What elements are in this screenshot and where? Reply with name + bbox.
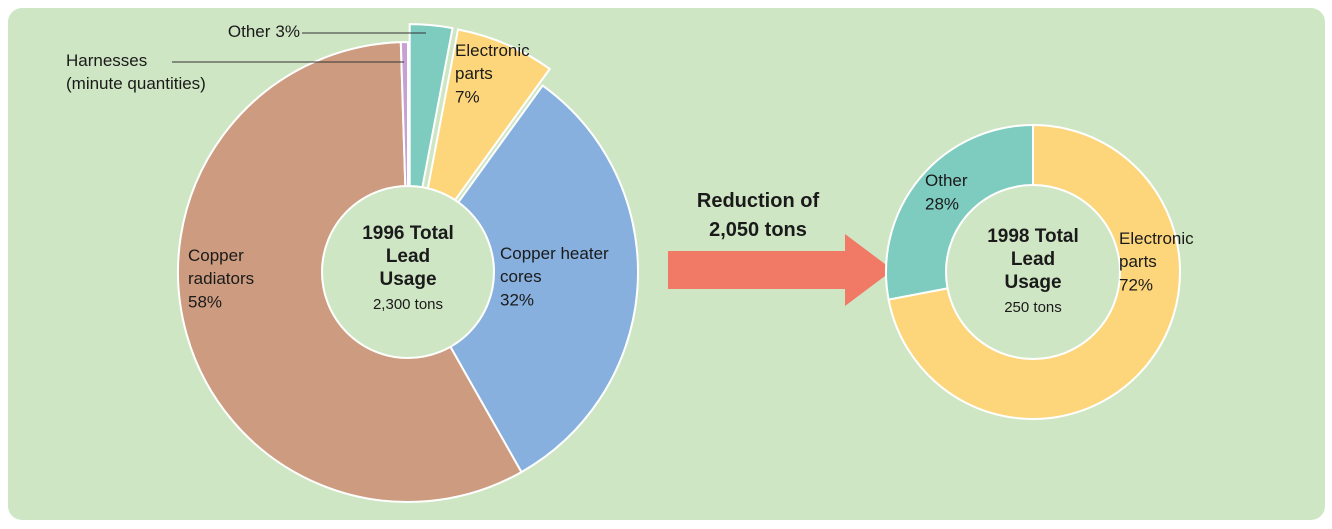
slice-value: 28% <box>925 194 959 213</box>
center-title: 1996 Total Lead Usage <box>362 223 454 290</box>
slice-value: 72% <box>1119 275 1153 294</box>
center-subtitle: 250 tons <box>1004 299 1062 316</box>
donut-hole <box>945 184 1121 360</box>
center-subtitle: 2,300 tons <box>373 296 443 313</box>
pie-slice <box>406 84 639 474</box>
slice-label: Copper radiators <box>188 246 254 288</box>
slice-value: 32% <box>500 290 534 309</box>
slice-value: 3% <box>275 22 300 41</box>
slice-label: Copper heater cores <box>500 244 609 286</box>
slice-label: Electronic parts <box>455 41 530 83</box>
slice-label: Other 3% <box>228 22 300 41</box>
reduction-label: Reduction of 2,050 tons <box>697 190 820 241</box>
donut-hole <box>321 185 495 359</box>
slice-label: Other <box>925 171 968 190</box>
center-title: 1998 Total Lead Usage <box>987 226 1079 293</box>
reduction-arrow <box>668 234 893 306</box>
slice-value: 58% <box>188 292 222 311</box>
slice-label: Harnesses (minute quantities) <box>66 51 206 93</box>
slice-value: 7% <box>455 87 480 106</box>
slice-label: Electronic parts <box>1119 229 1194 271</box>
slice-name: Other <box>228 22 271 41</box>
